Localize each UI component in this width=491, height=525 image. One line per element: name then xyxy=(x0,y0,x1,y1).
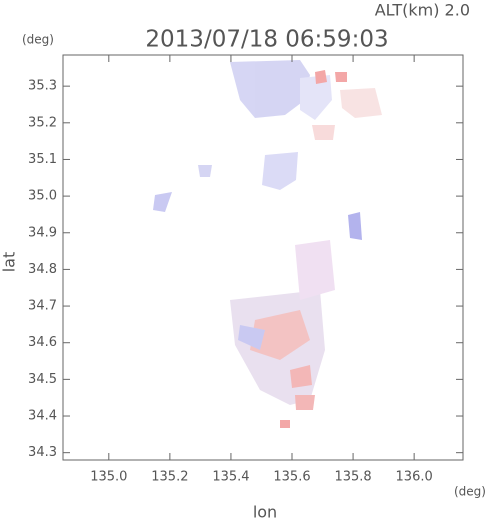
x-tick-label: 135.4 xyxy=(212,470,249,485)
y-tick-label: 34.7 xyxy=(28,299,57,314)
y-tick-label: 35.1 xyxy=(28,152,57,167)
y-tick-label: 34.5 xyxy=(28,372,57,387)
y-axis-label: lat xyxy=(0,252,19,273)
plot-frame xyxy=(62,54,464,461)
altitude-label: ALT(km) 2.0 xyxy=(375,1,470,20)
y-tick-label: 34.4 xyxy=(28,409,57,424)
x-tick-label: 135.6 xyxy=(273,470,310,485)
x-tick-label: 135.8 xyxy=(334,470,371,485)
y-tick-label: 34.9 xyxy=(28,225,57,240)
y-tick-label: 35.3 xyxy=(28,79,57,94)
y-tick-label: 35.0 xyxy=(28,189,57,204)
y-tick-label: 34.6 xyxy=(28,335,57,350)
x-tick-label: 136.0 xyxy=(396,470,433,485)
x-axis-label: lon xyxy=(253,503,277,522)
x-tick-label: 135.0 xyxy=(90,470,127,485)
y-tick-label: 35.2 xyxy=(28,115,57,130)
radar-echoes xyxy=(153,60,382,428)
x-unit: (deg) xyxy=(454,485,486,499)
y-unit: (deg) xyxy=(22,33,54,47)
x-tick-label: 135.2 xyxy=(151,470,188,485)
y-tick-label: 34.8 xyxy=(28,262,57,277)
y-tick-label: 34.3 xyxy=(28,445,57,460)
chart-title: 2013/07/18 06:59:03 xyxy=(145,27,388,53)
